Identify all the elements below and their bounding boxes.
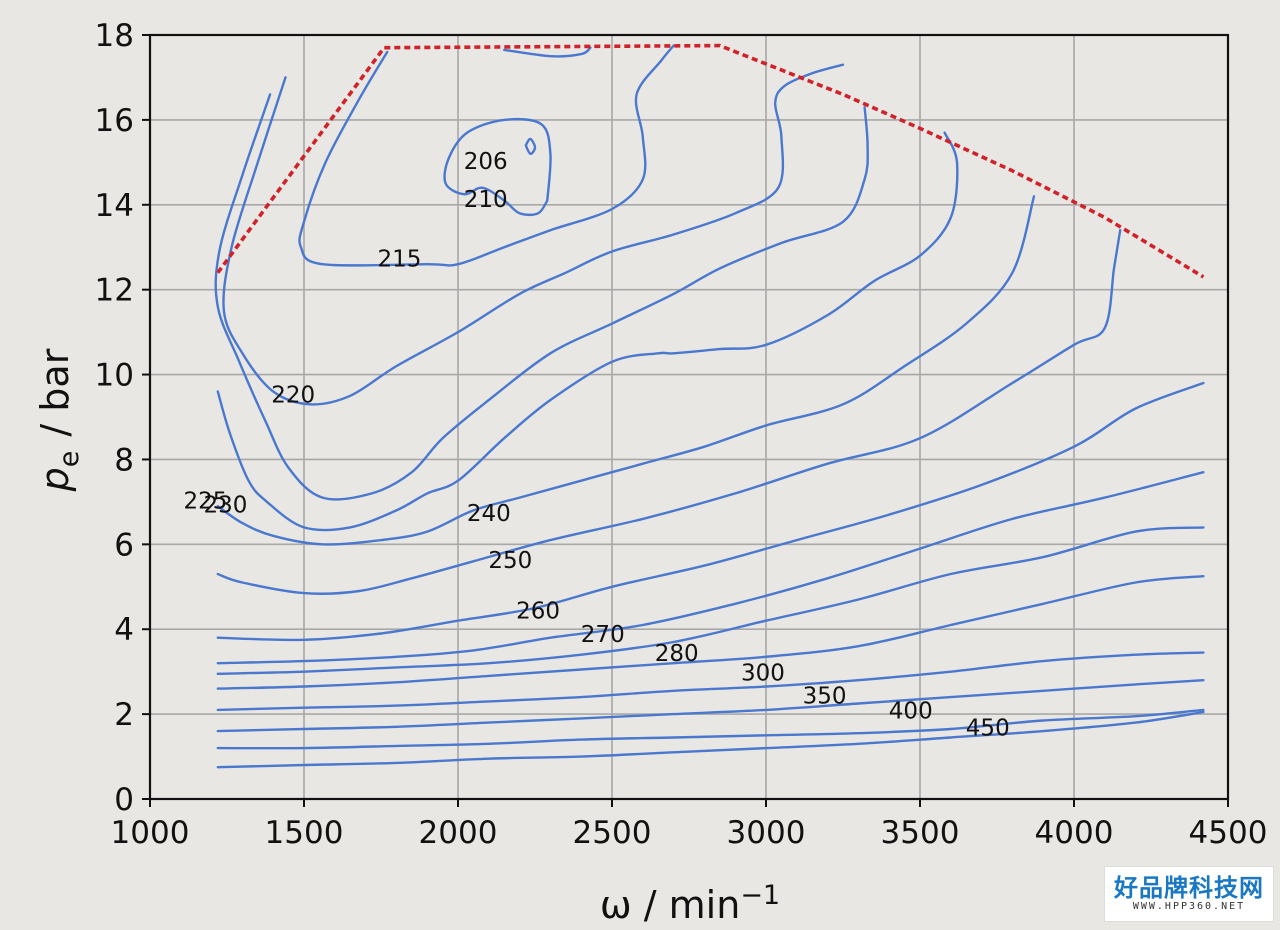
contour-line-225 <box>214 93 869 501</box>
x-tick-label: 4500 <box>1189 815 1268 851</box>
x-tick-label: 4000 <box>1035 815 1114 851</box>
contour-label-300: 300 <box>741 660 785 686</box>
contour-label-240: 240 <box>467 501 511 527</box>
x-tick-label: 2000 <box>419 815 498 851</box>
contour-line-280 <box>216 526 1205 675</box>
contour-line-270 <box>216 471 1205 665</box>
watermark-title: 好品牌科技网 <box>1114 874 1264 902</box>
full-load-curve <box>216 43 1205 279</box>
y-tick-label: 0 <box>114 782 134 818</box>
y-axis-ticks: 0 2 4 6 8 10 12 14 16 18 <box>95 18 150 818</box>
contour-line-215 <box>298 44 675 267</box>
contour-label-230: 230 <box>204 493 248 519</box>
contour-label-225: 225 <box>183 488 227 514</box>
y-tick-label: 2 <box>114 697 134 733</box>
plot-frame <box>148 33 1230 801</box>
contour-label-260: 260 <box>516 599 560 625</box>
y-tick-label: 12 <box>95 273 134 309</box>
contour-line-220 <box>222 63 845 406</box>
y-tick-label: 8 <box>114 442 134 478</box>
contour-line-230 <box>216 131 959 532</box>
contour-label-215: 215 <box>378 246 422 272</box>
grid <box>150 35 1228 799</box>
y-tick-label: 4 <box>114 612 134 648</box>
y-tick-label: 10 <box>95 358 134 394</box>
y-tick-label: 18 <box>95 18 134 54</box>
contour-lines <box>214 44 1205 769</box>
y-tick-label: 16 <box>95 103 134 139</box>
contour-label-210: 210 <box>464 187 508 213</box>
plot-area <box>150 35 1228 799</box>
contour-line <box>503 46 592 58</box>
contour-line-400 <box>216 679 1205 733</box>
contour-line <box>216 710 1205 769</box>
watermark-url: WWW.HPP360.NET <box>1132 901 1246 912</box>
contour-line-240 <box>216 195 1036 546</box>
contour-line-206 <box>524 137 537 155</box>
y-tick-label: 6 <box>114 527 134 563</box>
contour-label-220: 220 <box>271 382 315 408</box>
contour-line-450 <box>216 708 1205 750</box>
contour-label-270: 270 <box>581 622 625 648</box>
contour-line-350 <box>216 651 1205 712</box>
contour-label-280: 280 <box>655 641 699 667</box>
x-tick-label: 1000 <box>111 815 190 851</box>
contour-line-210 <box>443 117 552 217</box>
x-tick-label: 2500 <box>573 815 652 851</box>
x-axis-ticks: 1000 1500 2000 2500 3000 3500 4000 4500 <box>111 799 1268 851</box>
x-axis-label: ω / min−1 <box>600 880 780 926</box>
contour-label-400: 400 <box>889 698 933 724</box>
y-tick-label: 14 <box>95 188 134 224</box>
contour-label-350: 350 <box>803 684 847 710</box>
contour-label-450: 450 <box>966 715 1010 741</box>
contour-line-260 <box>216 381 1205 642</box>
y-axis-label: pe/ bar <box>33 348 85 492</box>
contour-line-250 <box>216 229 1122 595</box>
contour-label-206: 206 <box>464 149 508 175</box>
contour-label-250: 250 <box>488 548 532 574</box>
x-tick-label: 1500 <box>265 815 344 851</box>
x-tick-label: 3500 <box>881 815 960 851</box>
full-load-limit <box>216 43 1205 279</box>
watermark-logo: 好品牌科技网 WWW.HPP360.NET <box>1104 866 1274 922</box>
contour-line-300 <box>216 575 1205 690</box>
x-tick-label: 3000 <box>727 815 806 851</box>
